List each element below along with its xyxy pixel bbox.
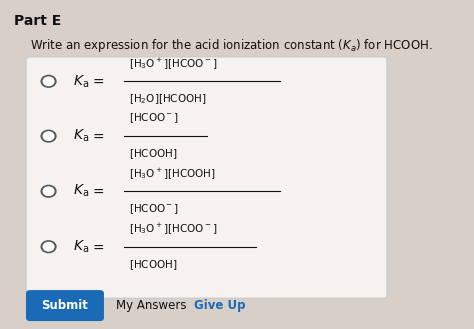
FancyBboxPatch shape <box>26 57 387 298</box>
Text: $K_\mathrm{a}$: $K_\mathrm{a}$ <box>73 73 90 89</box>
Text: $[\mathrm{HCOOH}]$: $[\mathrm{HCOOH}]$ <box>128 258 177 271</box>
Text: $[\mathrm{H_3O^+}][\mathrm{HCOO^-}]$: $[\mathrm{H_3O^+}][\mathrm{HCOO^-}]$ <box>128 221 217 236</box>
Text: $=$: $=$ <box>90 184 104 198</box>
Text: $K_\mathrm{a}$: $K_\mathrm{a}$ <box>73 128 90 144</box>
Circle shape <box>43 132 54 140</box>
Text: $[\mathrm{H_3O^+}][\mathrm{HCOOH}]$: $[\mathrm{H_3O^+}][\mathrm{HCOOH}]$ <box>128 166 215 181</box>
Circle shape <box>43 77 54 86</box>
Text: $=$: $=$ <box>90 129 104 143</box>
Text: $=$: $=$ <box>90 240 104 254</box>
Text: Submit: Submit <box>42 299 89 312</box>
Circle shape <box>41 130 56 142</box>
Circle shape <box>43 242 54 251</box>
Text: My Answers: My Answers <box>116 299 187 312</box>
Text: Give Up: Give Up <box>194 299 246 312</box>
Circle shape <box>41 241 56 253</box>
Circle shape <box>43 187 54 195</box>
Text: $[\mathrm{HCOO^-}]$: $[\mathrm{HCOO^-}]$ <box>128 202 179 216</box>
Text: $[\mathrm{HCOO^-}]$: $[\mathrm{HCOO^-}]$ <box>128 111 179 125</box>
Circle shape <box>41 75 56 87</box>
Text: $[\mathrm{HCOOH}]$: $[\mathrm{HCOOH}]$ <box>128 147 177 161</box>
Text: Write an expression for the acid ionization constant $(K_a)$ for HCOOH.: Write an expression for the acid ionizat… <box>30 37 433 54</box>
Text: $[\mathrm{H_3O^+}][\mathrm{HCOO^-}]$: $[\mathrm{H_3O^+}][\mathrm{HCOO^-}]$ <box>128 56 217 71</box>
Text: $K_\mathrm{a}$: $K_\mathrm{a}$ <box>73 239 90 255</box>
Text: Part E: Part E <box>14 14 61 28</box>
Circle shape <box>41 185 56 197</box>
FancyBboxPatch shape <box>26 290 104 321</box>
Text: $[\mathrm{H_2O}][\mathrm{HCOOH}]$: $[\mathrm{H_2O}][\mathrm{HCOOH}]$ <box>128 92 206 106</box>
Text: $=$: $=$ <box>90 74 104 88</box>
Text: $K_\mathrm{a}$: $K_\mathrm{a}$ <box>73 183 90 199</box>
